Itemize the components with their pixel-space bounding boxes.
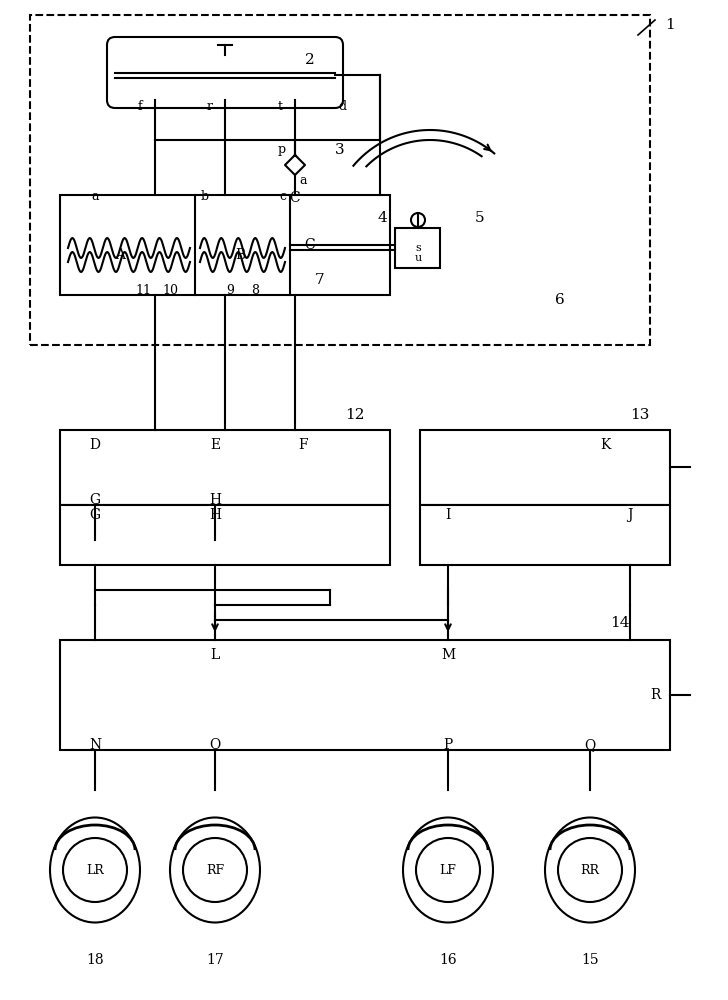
Text: P: P xyxy=(443,738,453,752)
Bar xyxy=(420,430,670,505)
Text: t: t xyxy=(277,101,282,113)
Text: a: a xyxy=(91,190,99,204)
Text: 9: 9 xyxy=(226,284,234,296)
Text: O: O xyxy=(210,738,221,752)
Bar xyxy=(60,640,670,750)
Text: 8: 8 xyxy=(251,284,259,296)
Text: I: I xyxy=(446,508,451,522)
Text: d: d xyxy=(338,101,346,113)
Text: R: R xyxy=(650,688,660,702)
Text: 2: 2 xyxy=(305,53,315,67)
Text: 15: 15 xyxy=(581,953,599,967)
Text: 11: 11 xyxy=(135,284,151,296)
Bar xyxy=(420,505,670,565)
Text: H: H xyxy=(209,508,221,522)
Text: 6: 6 xyxy=(555,293,565,307)
FancyBboxPatch shape xyxy=(107,37,343,108)
Bar xyxy=(60,195,390,295)
Text: 13: 13 xyxy=(630,408,649,422)
Text: M: M xyxy=(441,648,455,662)
Text: L: L xyxy=(210,648,220,662)
Text: G: G xyxy=(90,493,100,507)
Text: LR: LR xyxy=(86,863,104,876)
Text: b: b xyxy=(201,190,209,204)
Text: 10: 10 xyxy=(162,284,178,296)
Text: s: s xyxy=(415,243,421,253)
Text: LF: LF xyxy=(440,863,456,876)
Text: 18: 18 xyxy=(86,953,104,967)
Text: C: C xyxy=(290,191,301,205)
Text: 5: 5 xyxy=(475,211,485,225)
Bar xyxy=(60,505,390,565)
Ellipse shape xyxy=(50,818,140,922)
Text: 17: 17 xyxy=(206,953,224,967)
Text: F: F xyxy=(298,438,308,452)
Text: u: u xyxy=(414,253,422,263)
Bar xyxy=(395,228,440,268)
Text: C: C xyxy=(305,238,315,252)
Text: N: N xyxy=(89,738,101,752)
Text: G: G xyxy=(90,508,100,522)
Text: B: B xyxy=(235,248,245,262)
Text: RR: RR xyxy=(580,863,599,876)
Text: 4: 4 xyxy=(377,211,387,225)
Text: 14: 14 xyxy=(610,616,630,630)
Text: 1: 1 xyxy=(665,18,675,32)
Text: Q: Q xyxy=(585,738,596,752)
Text: a: a xyxy=(299,174,306,186)
Text: 12: 12 xyxy=(345,408,365,422)
Ellipse shape xyxy=(170,818,260,922)
Text: c: c xyxy=(280,190,287,204)
Text: p: p xyxy=(278,143,286,156)
Text: 16: 16 xyxy=(439,953,456,967)
Text: J: J xyxy=(628,508,633,522)
Text: f: f xyxy=(138,101,142,113)
Text: A: A xyxy=(115,248,125,262)
Ellipse shape xyxy=(403,818,493,922)
Text: r: r xyxy=(207,101,213,113)
Text: D: D xyxy=(90,438,100,452)
Text: E: E xyxy=(210,438,220,452)
Ellipse shape xyxy=(545,818,635,922)
Bar xyxy=(60,430,390,505)
Text: H: H xyxy=(209,493,221,507)
Text: K: K xyxy=(600,438,610,452)
Text: 7: 7 xyxy=(315,273,325,287)
Text: RF: RF xyxy=(206,863,224,876)
Bar xyxy=(30,15,650,345)
Text: 3: 3 xyxy=(335,143,345,157)
